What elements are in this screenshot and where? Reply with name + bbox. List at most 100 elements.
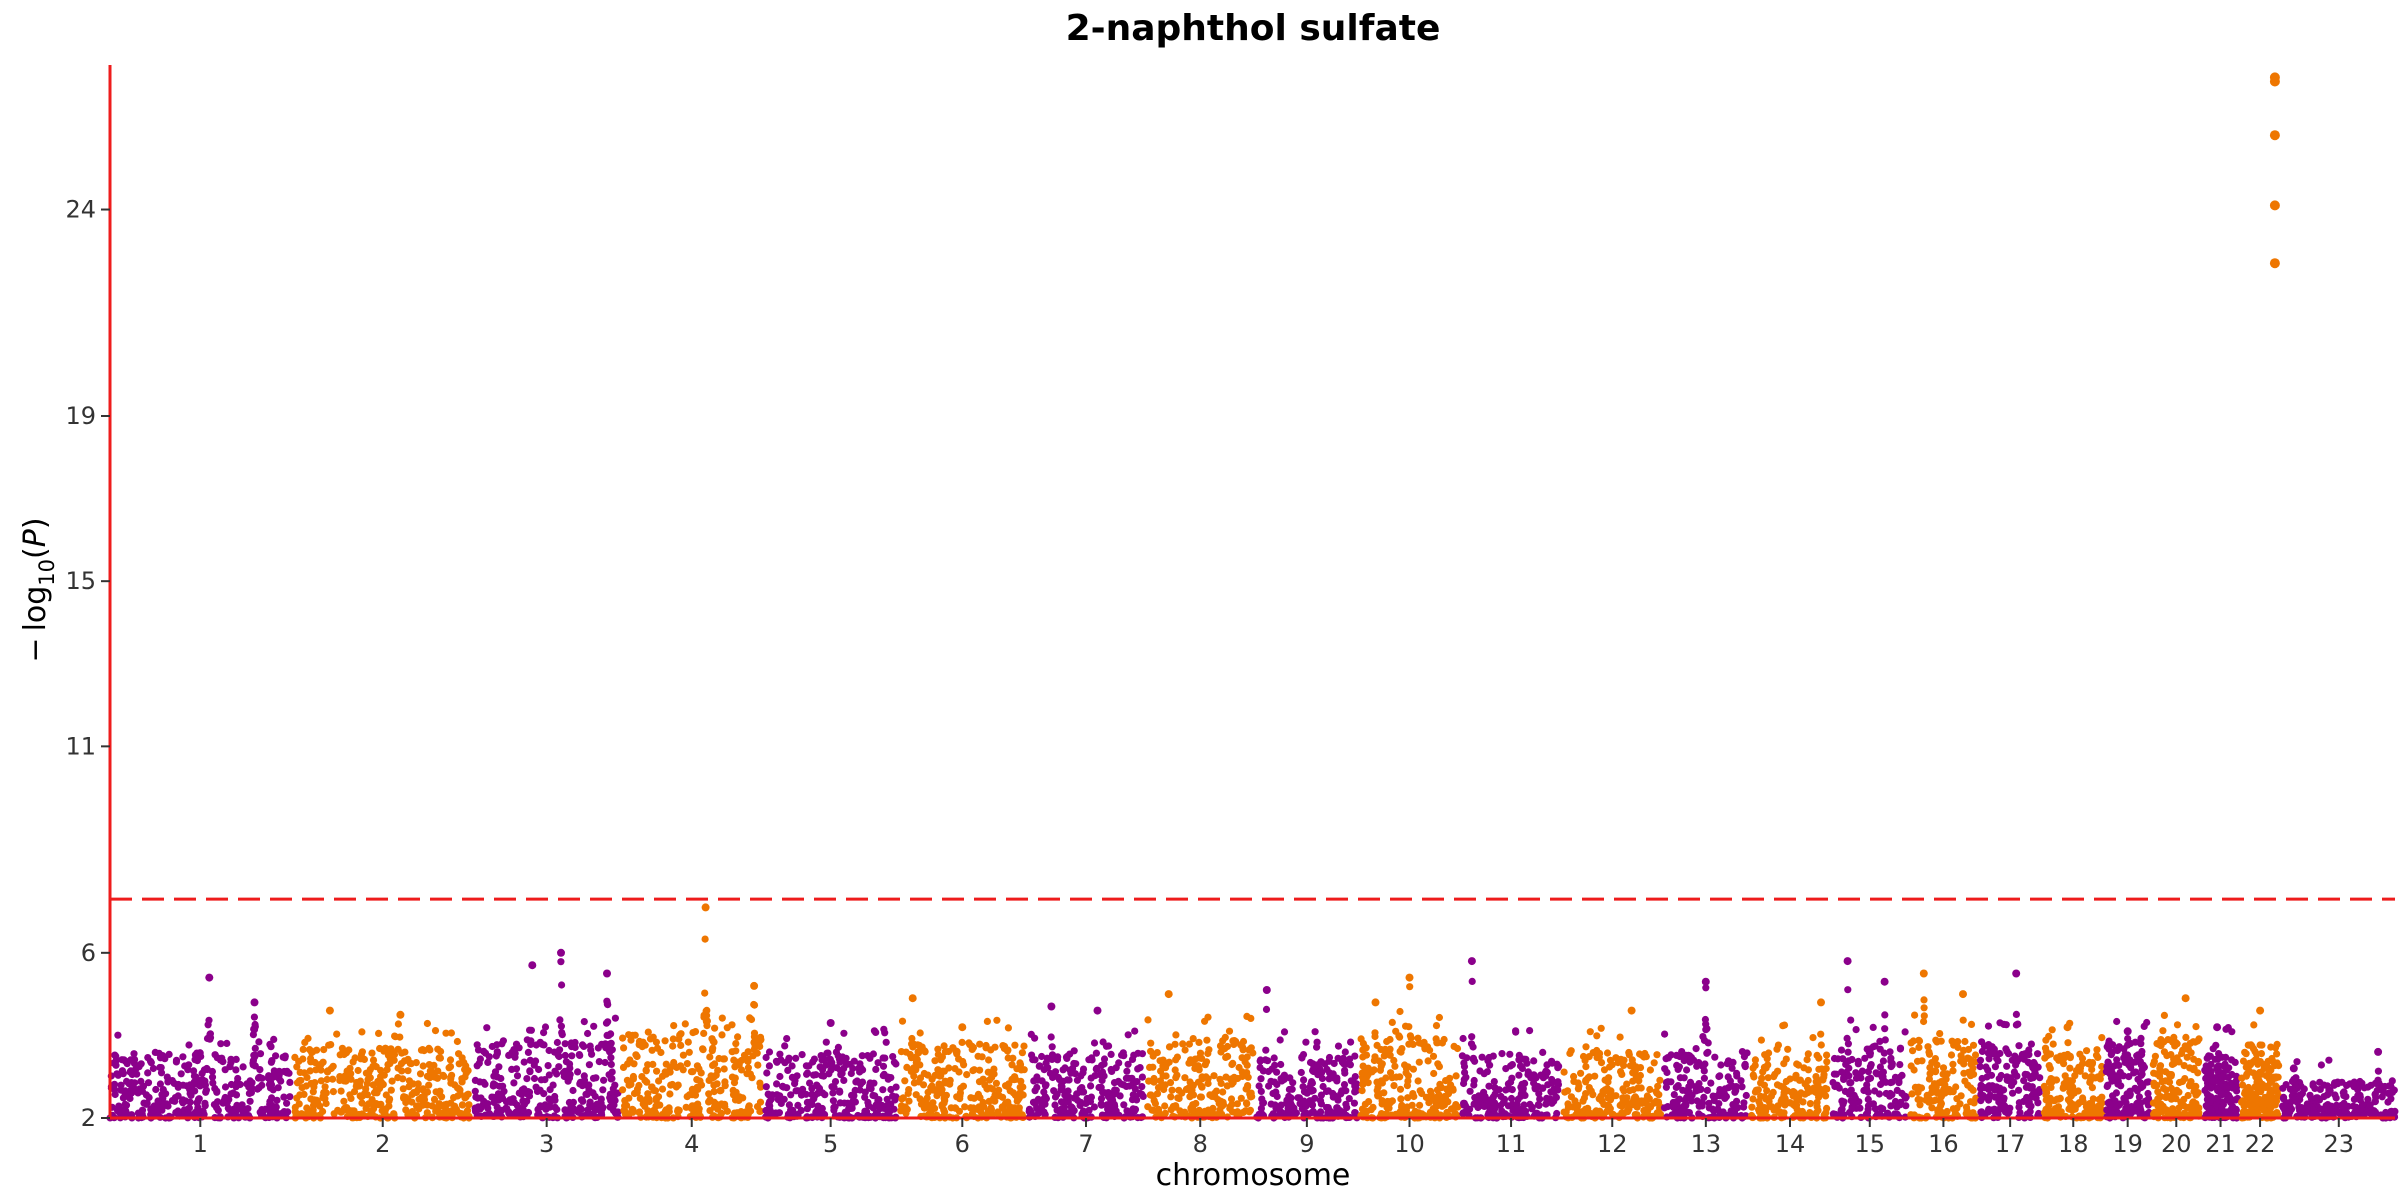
- snp-point-chr9: [1262, 1046, 1270, 1054]
- snp-point-chr4: [641, 1102, 649, 1110]
- snp-point-chr16: [1953, 1104, 1961, 1112]
- snp-point-chr5: [816, 1063, 824, 1071]
- snp-point-chr11: [1543, 1094, 1551, 1102]
- snp-point-chr10: [1383, 1102, 1391, 1110]
- snp-point-chr6: [907, 1067, 915, 1075]
- snp-point-chr9: [1288, 1085, 1296, 1093]
- snp-point-chr3: [554, 1051, 562, 1059]
- snp-point-chr5: [861, 1107, 869, 1115]
- snp-point-chr1: [234, 1074, 242, 1083]
- snp-point-chr10: [1430, 1069, 1438, 1078]
- peak-point-chr13: [1701, 977, 1710, 986]
- snp-point-chr15: [1896, 1045, 1904, 1053]
- snp-point-chr3: [520, 1100, 529, 1108]
- snp-point-chr21: [2214, 1055, 2222, 1063]
- snp-point-chr10: [1398, 1045, 1406, 1053]
- snp-point-chr3: [607, 1054, 615, 1062]
- snp-point-chr6: [953, 1050, 961, 1058]
- snp-point-chr12: [1574, 1085, 1582, 1093]
- snp-point-chr13: [1700, 1093, 1708, 1101]
- snp-point-chr6: [975, 1078, 984, 1086]
- snp-point-chr7: [1128, 1074, 1136, 1082]
- snp-point-chr11: [1459, 1109, 1467, 1117]
- snp-point-chr4: [649, 1033, 657, 1041]
- snp-point-chr1: [249, 1061, 257, 1069]
- snp-point-chr16: [1911, 1011, 1919, 1019]
- snp-point-chr11: [1478, 1053, 1486, 1061]
- snp-point-chr8: [1243, 1053, 1251, 1061]
- snp-point-chr15: [1902, 1102, 1910, 1110]
- snp-point-chr14: [1764, 1074, 1772, 1082]
- snp-point-chr13: [1670, 1091, 1678, 1099]
- snp-point-chr19: [2107, 1051, 2115, 1059]
- snp-point-chr15: [1872, 1069, 1880, 1077]
- snp-point-chr22: [2242, 1108, 2250, 1116]
- snp-point-chr14: [1764, 1061, 1772, 1069]
- peak-point-chr22: [2256, 1006, 2265, 1015]
- snp-point-chr14: [1804, 1066, 1812, 1074]
- snp-point-chr18: [2047, 1108, 2055, 1116]
- snp-point-chr20: [2185, 1082, 2194, 1090]
- snp-point-chr13: [1732, 1083, 1740, 1091]
- snp-point-chr14: [1761, 1051, 1769, 1059]
- snp-point-chr1: [258, 1074, 266, 1082]
- snp-point-chr13: [1697, 1085, 1705, 1093]
- snp-point-chr10: [1409, 1040, 1417, 1048]
- snp-point-chr7: [1086, 1097, 1095, 1106]
- snp-point-chr14: [1757, 1036, 1765, 1044]
- snp-point-chr4: [629, 1106, 637, 1114]
- snp-point-chr9: [1277, 1075, 1285, 1083]
- snp-point-chr8: [1229, 1059, 1237, 1067]
- snp-point-chr3: [499, 1037, 507, 1045]
- snp-point-chr3: [525, 1092, 534, 1100]
- snp-point-chr18: [2088, 1059, 2097, 1067]
- snp-point-chr7: [1048, 1051, 1057, 1059]
- snp-point-chr12: [1609, 1110, 1617, 1119]
- snp-point-chr3: [558, 1031, 566, 1039]
- snp-point-chr8: [1247, 1089, 1255, 1097]
- snp-point-chr11: [1485, 1082, 1493, 1090]
- snp-point-chr1: [112, 1061, 120, 1069]
- snp-point-chr1: [158, 1103, 166, 1111]
- snp-point-chr12: [1599, 1087, 1607, 1095]
- snp-point-chr16: [1930, 1080, 1939, 1088]
- snp-point-chr22: [2242, 1050, 2250, 1058]
- snp-point-chr2: [299, 1045, 307, 1053]
- snp-point-chr12: [1623, 1094, 1631, 1102]
- snp-point-chr7: [1050, 1087, 1058, 1095]
- snp-point-chr1: [184, 1105, 192, 1113]
- snp-point-chr15: [1852, 1026, 1860, 1034]
- snp-point-chr2: [358, 1099, 366, 1107]
- snp-point-chr2: [319, 1058, 327, 1066]
- snp-point-chr11: [1532, 1074, 1540, 1082]
- snp-point-chr21: [2228, 1056, 2236, 1064]
- snp-point-chr15: [1887, 1102, 1895, 1110]
- snp-point-chr14: [1791, 1102, 1799, 1110]
- snp-point-chr13: [1740, 1053, 1748, 1061]
- snp-point-chr12: [1646, 1066, 1654, 1074]
- snp-point-chr20: [2195, 1035, 2203, 1043]
- snp-point-chr12: [1570, 1077, 1578, 1085]
- snp-point-chr2: [307, 1058, 315, 1066]
- snp-point-chr4: [632, 1051, 640, 1059]
- snp-point-chr2: [329, 1088, 337, 1096]
- peak-point-chr3: [603, 969, 611, 978]
- snp-point-chr9: [1277, 1060, 1285, 1069]
- snp-point-chr2: [350, 1107, 358, 1115]
- snp-point-chr15: [1864, 1102, 1873, 1110]
- snp-point-chr8: [1175, 1086, 1183, 1094]
- snp-point-chr20: [2184, 1045, 2192, 1053]
- snp-point-chr17: [2012, 1010, 2020, 1019]
- snp-point-chr20: [2157, 1068, 2165, 1076]
- snp-point-chr2: [302, 1082, 310, 1090]
- snp-point-chr1: [114, 1031, 122, 1039]
- snp-point-chr4: [685, 1048, 693, 1056]
- snp-point-chr11: [1480, 1070, 1488, 1078]
- snp-point-chr1: [256, 1066, 264, 1074]
- snp-point-chr12: [1606, 1056, 1615, 1064]
- snp-point-chr15: [1893, 1086, 1901, 1094]
- snp-point-chr4: [656, 1101, 664, 1109]
- snp-point-chr22: [2265, 1097, 2274, 1105]
- snp-point-chr4: [682, 1103, 690, 1111]
- snp-point-chr20: [2194, 1069, 2202, 1077]
